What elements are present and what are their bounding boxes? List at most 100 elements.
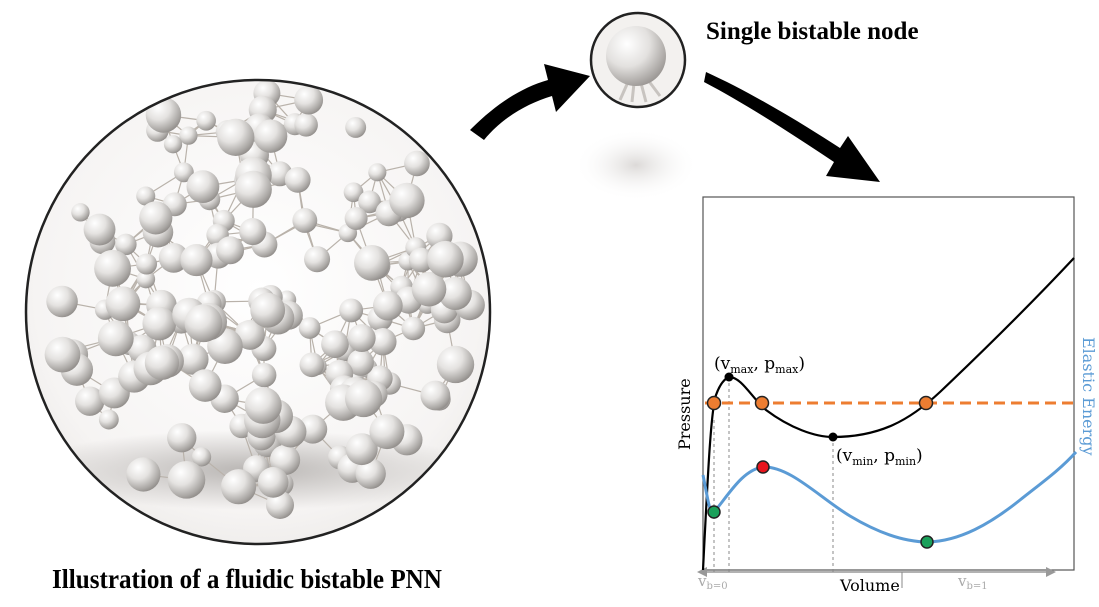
network-sphere xyxy=(75,386,105,416)
network-sphere xyxy=(298,317,321,339)
network-sphere xyxy=(339,298,364,323)
network-sphere xyxy=(436,345,475,384)
network-sphere xyxy=(266,491,294,519)
network-sphere xyxy=(347,324,376,353)
network-sphere xyxy=(216,236,245,265)
network-sphere xyxy=(354,245,390,281)
network-sphere xyxy=(408,247,434,273)
bistable-network-illustration xyxy=(24,78,492,546)
network-sphere xyxy=(411,271,447,307)
pressure-curve xyxy=(701,257,1075,571)
network-sphere xyxy=(97,320,134,357)
network-sphere xyxy=(345,116,367,138)
max-point-marker xyxy=(724,372,734,382)
network-sphere xyxy=(144,345,180,380)
plot-frame xyxy=(702,196,1075,571)
network-sphere xyxy=(196,110,216,131)
network-sphere xyxy=(44,336,81,373)
network-sphere xyxy=(179,126,198,145)
network-nodes xyxy=(44,80,485,519)
network-sphere xyxy=(294,85,324,115)
network-sphere xyxy=(191,447,212,467)
network-sphere xyxy=(217,118,255,156)
network-sphere xyxy=(135,253,158,275)
network-sphere xyxy=(345,433,378,466)
network-frame-border xyxy=(24,78,492,546)
network-sphere xyxy=(244,386,282,424)
network-sphere xyxy=(358,190,381,214)
network-sphere xyxy=(404,150,430,177)
network-sphere xyxy=(163,135,183,154)
network-sphere xyxy=(234,319,265,350)
network-sphere xyxy=(257,467,289,498)
network-sphere xyxy=(115,233,137,256)
x-axis-label: Volume xyxy=(839,576,900,595)
vb0-arrowhead xyxy=(697,567,707,577)
network-sphere xyxy=(284,166,311,193)
network-sphere xyxy=(355,458,386,489)
vb0-label: vb=0 xyxy=(697,572,728,592)
single-node-illustration xyxy=(574,11,698,201)
network-sphere xyxy=(369,414,405,450)
network-sphere xyxy=(186,170,220,204)
network-sphere xyxy=(269,444,301,476)
orange-marker-2 xyxy=(754,395,770,411)
network-sphere xyxy=(145,97,182,133)
network-sphere xyxy=(345,380,383,418)
network-sphere xyxy=(294,113,318,137)
arrow-node-to-plot xyxy=(704,72,880,182)
network-sphere xyxy=(177,343,209,375)
illustration-caption: Illustration of a fluidic bistable PNN xyxy=(52,564,442,594)
network-sphere xyxy=(136,269,156,289)
y-axis-label-energy: Elastic Energy xyxy=(1079,337,1098,456)
x-axis-arrowhead xyxy=(1046,567,1056,577)
network-sphere xyxy=(234,170,272,208)
arrow-network-to-node xyxy=(470,64,590,140)
network-sphere xyxy=(321,330,349,359)
node-glow xyxy=(574,129,698,201)
network-sphere xyxy=(344,207,368,231)
network-sphere xyxy=(98,409,119,430)
network-sphere xyxy=(83,213,116,246)
red-energy-marker xyxy=(756,460,770,474)
network-sphere xyxy=(253,119,288,153)
network-sphere xyxy=(158,242,189,273)
network-sphere xyxy=(139,201,173,235)
orange-marker-3 xyxy=(918,395,934,411)
network-sphere xyxy=(427,240,464,278)
max-point-label: (vmax, pmax) xyxy=(714,354,805,376)
min-point-marker xyxy=(828,432,838,442)
network-sphere xyxy=(420,380,451,411)
orange-intersection-markers xyxy=(706,395,934,411)
network-sphere xyxy=(438,277,472,311)
network-sphere xyxy=(401,316,426,341)
network-sphere xyxy=(292,208,318,233)
min-point-label: (vmin, pmin) xyxy=(836,446,923,468)
network-sphere xyxy=(167,423,197,453)
network-sphere xyxy=(105,286,141,322)
network-sphere xyxy=(136,186,156,206)
network-sphere xyxy=(184,304,223,343)
orange-marker-1 xyxy=(706,395,722,411)
network-sphere xyxy=(389,182,425,219)
network-sphere xyxy=(369,328,397,356)
network-sphere xyxy=(180,243,213,277)
guide-lines xyxy=(713,377,834,572)
node-sphere xyxy=(606,26,666,86)
network-sphere xyxy=(347,349,374,376)
y-axis-label-pressure: Pressure xyxy=(675,378,694,450)
network-sphere xyxy=(188,369,222,402)
network-sphere xyxy=(220,469,257,505)
green-energy-marker-2 xyxy=(920,535,934,549)
network-sphere xyxy=(71,203,90,222)
network-sphere xyxy=(46,285,78,318)
network-sphere xyxy=(250,292,286,328)
network-sphere xyxy=(94,249,132,287)
vb1-label: vb=1 xyxy=(957,572,988,592)
network-sphere xyxy=(343,182,364,203)
network-sphere xyxy=(251,362,277,388)
network-sphere xyxy=(173,162,194,183)
network-sphere xyxy=(126,457,161,492)
